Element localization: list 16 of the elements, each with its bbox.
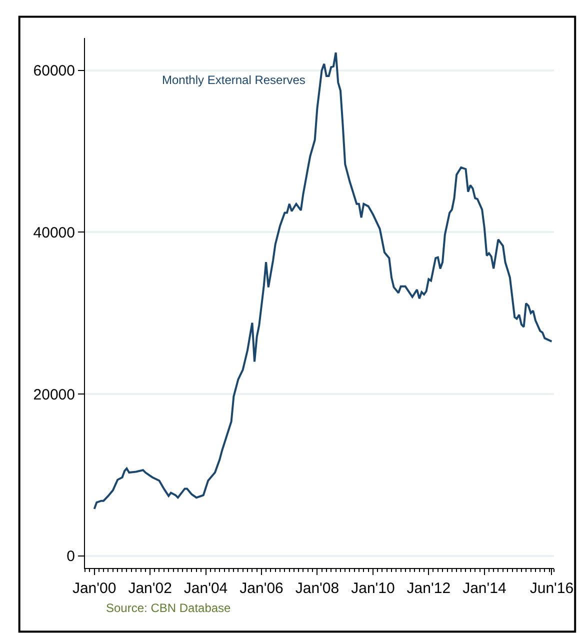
x-tick-label: Jun'16: [530, 580, 574, 597]
x-tick-label: Jan'12: [406, 580, 451, 597]
x-tick-label: Jan'08: [295, 580, 340, 597]
source-note: Source: CBN Database: [106, 601, 232, 615]
y-tick-label: 60000: [33, 62, 75, 80]
line-series: [93, 52, 553, 510]
y-tick-label: 20000: [33, 386, 75, 404]
x-tick-label: Jan'00: [72, 580, 116, 597]
y-tick-label: 40000: [33, 224, 75, 242]
x-tick-label: Jan'04: [184, 580, 228, 597]
x-tick-label: Jan'02: [128, 580, 172, 597]
y-tick-label: 0: [66, 548, 75, 566]
series-label: Monthly External Reserves: [162, 73, 306, 87]
x-tick-label: Jan'10: [351, 580, 395, 597]
x-tick-label: Jan'06: [240, 580, 284, 597]
x-tick-label: Jan'14: [462, 580, 506, 597]
